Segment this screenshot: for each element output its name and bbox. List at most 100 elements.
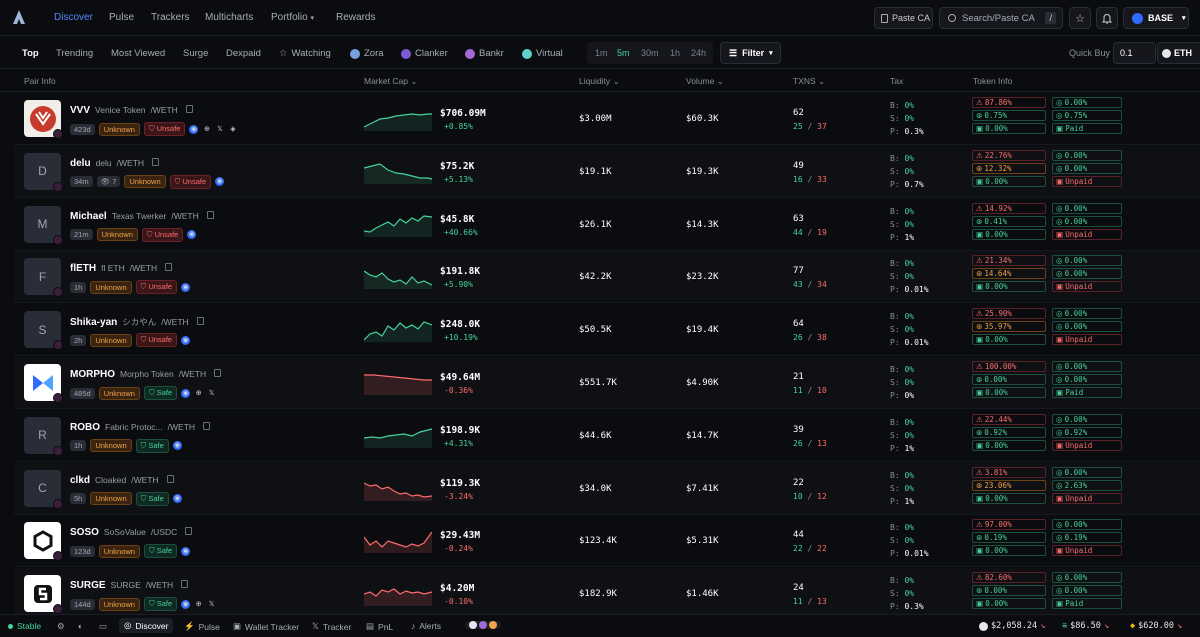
token-info-top10-holders[interactable]: ⚠ 3.81% — [972, 466, 1046, 478]
launchpad-icons[interactable] — [465, 621, 501, 629]
token-info-dex-paid[interactable]: ▣ Unpaid — [1052, 228, 1122, 240]
table-row[interactable]: VVV Venice Token/WETH 423d Unknown ⛉ Unsafe ◉… — [14, 93, 1200, 145]
token-info-bundlers[interactable]: ▣ 0.00% — [972, 598, 1046, 610]
nav-pulse[interactable]: Pulse — [109, 12, 135, 23]
token-info-bundlers[interactable]: ▣ 0.00% — [972, 439, 1046, 451]
sol-price[interactable]: ≡ $86.50 ↘ — [1062, 621, 1109, 631]
token-info-insiders[interactable]: ◎ 0.00% — [1052, 585, 1122, 597]
token-info-dev-holding[interactable]: ◎ 0.00% — [1052, 308, 1122, 320]
paste-ca-button[interactable]: Paste CA — [874, 7, 933, 29]
token-info-dex-paid[interactable]: ▣ Unpaid — [1052, 492, 1122, 504]
scan-icon[interactable]: ◉ — [215, 177, 225, 187]
x-icon[interactable]: 𝕏 — [208, 389, 215, 397]
tab-top[interactable]: Top — [22, 48, 39, 59]
table-row[interactable]: MORPHO Morpho Token/WETH 485d Unknown ⛉ Safe… — [14, 357, 1200, 409]
tab-zora[interactable]: Zora — [350, 48, 384, 59]
token-info-snipers[interactable]: ⊛ 12.32% — [972, 162, 1046, 174]
token-symbol[interactable]: SURGE SURGE/WETH — [70, 580, 189, 591]
token-info-insiders[interactable]: ◎ 0.00% — [1052, 215, 1122, 227]
token-info-dev-holding[interactable]: ◎ 0.00% — [1052, 413, 1122, 425]
copy-icon[interactable] — [185, 527, 193, 536]
token-info-bundlers[interactable]: ▣ 0.00% — [972, 123, 1046, 134]
scan-icon[interactable]: ◉ — [181, 546, 191, 556]
token-info-insiders[interactable]: ◎ 0.00% — [1052, 321, 1122, 333]
token-info-dev-holding[interactable]: ◎ 0.00% — [1052, 97, 1122, 108]
token-info-top10-holders[interactable]: ⚠ 14.92% — [972, 202, 1046, 214]
token-info-insiders[interactable]: ◎ 0.19% — [1052, 532, 1122, 544]
bottom-tab-pulse[interactable]: ⚡ Pulse — [184, 621, 220, 632]
globe-icon[interactable]: ⊕ — [195, 600, 202, 608]
token-info-top10-holders[interactable]: ⚠ 87.86% — [972, 97, 1046, 108]
bottom-tab-alerts[interactable]: ♪ Alerts — [411, 621, 441, 631]
token-info-top10-holders[interactable]: ⚠ 22.44% — [972, 413, 1046, 425]
chain-selector[interactable]: BASE ▾ — [1123, 7, 1189, 29]
token-info-bundlers[interactable]: ▣ 0.00% — [972, 492, 1046, 504]
layout-icon[interactable]: ▭ — [99, 621, 108, 631]
token-info-bundlers[interactable]: ▣ 0.00% — [972, 334, 1046, 346]
token-info-dev-holding[interactable]: ◎ 0.00% — [1052, 361, 1122, 372]
timeframe-5m[interactable]: 5m — [617, 48, 630, 58]
timeframe-1m[interactable]: 1m — [595, 48, 608, 58]
token-info-top10-holders[interactable]: ⚠ 25.90% — [972, 308, 1046, 320]
copy-icon[interactable] — [165, 263, 173, 272]
eth-price[interactable]: $2,058.24 ↘ — [979, 621, 1045, 631]
x-icon[interactable]: 𝕏 — [217, 125, 223, 133]
filter-button[interactable]: ☰ Filter ▾ — [720, 42, 781, 64]
token-symbol[interactable]: Shika-yan シカやん/WETH — [70, 316, 204, 328]
bottom-tab-discover[interactable]: ◎ Discover — [119, 618, 174, 633]
copy-icon[interactable] — [206, 210, 214, 219]
tab-virtual[interactable]: Virtual — [522, 48, 563, 59]
col-txns[interactable]: TXNS ⌄ — [793, 76, 825, 87]
timeframe-1h[interactable]: 1h — [670, 48, 681, 58]
token-info-insiders[interactable]: ◎ 0.00% — [1052, 162, 1122, 174]
token-info-insiders[interactable]: ◎ 0.00% — [1052, 268, 1122, 280]
scan-icon[interactable]: ◉ — [181, 599, 191, 609]
quick-buy-currency[interactable]: ETH — [1157, 42, 1200, 64]
tab-bankr[interactable]: Bankr — [465, 48, 504, 59]
token-info-dex-paid[interactable]: ▣ Unpaid — [1052, 334, 1122, 346]
globe-icon[interactable]: ⊕ — [195, 389, 202, 397]
nav-multicharts[interactable]: Multicharts — [205, 12, 254, 23]
token-info-top10-holders[interactable]: ⚠ 22.76% — [972, 149, 1046, 161]
scan-icon[interactable]: ◉ — [181, 282, 191, 292]
scan-icon[interactable]: ◉ — [172, 441, 182, 451]
token-symbol[interactable]: delu delu/WETH — [70, 157, 160, 169]
token-avatar[interactable] — [24, 364, 61, 401]
copy-icon[interactable] — [166, 474, 174, 483]
token-info-dev-holding[interactable]: ◎ 0.00% — [1052, 149, 1122, 161]
token-info-snipers[interactable]: ⊛ 0.41% — [972, 215, 1046, 227]
token-info-dev-holding[interactable]: ◎ 0.00% — [1052, 255, 1122, 267]
token-info-top10-holders[interactable]: ⚠ 82.60% — [972, 572, 1046, 584]
token-symbol[interactable]: Michael Texas Twerker/WETH — [70, 210, 214, 222]
scan-icon[interactable]: ◉ — [181, 388, 191, 398]
token-symbol[interactable]: clkd Cloaked/WETH — [70, 474, 174, 486]
token-info-snipers[interactable]: ⊛ 35.97% — [972, 321, 1046, 333]
token-info-top10-holders[interactable]: ⚠ 100.00% — [972, 361, 1046, 372]
token-info-snipers[interactable]: ⊛ 0.92% — [972, 426, 1046, 438]
tab-surge[interactable]: Surge — [183, 48, 209, 59]
token-symbol[interactable]: SOSO SoSoValue/USDC — [70, 527, 193, 538]
token-info-top10-holders[interactable]: ⚠ 21.34% — [972, 255, 1046, 267]
token-info-bundlers[interactable]: ▣ 0.00% — [972, 175, 1046, 187]
token-info-insiders[interactable]: ◎ 0.92% — [1052, 426, 1122, 438]
table-row[interactable]: M Michael Texas Twerker/WETH 21m Unknown ⛉ Un… — [14, 199, 1200, 251]
token-info-insiders[interactable]: ◎ 0.75% — [1052, 110, 1122, 121]
bottom-tab-pnl[interactable]: ▤ PnL — [366, 621, 393, 632]
token-symbol[interactable]: VVV Venice Token/WETH — [70, 105, 193, 116]
logo-icon[interactable] — [12, 9, 26, 25]
token-avatar[interactable] — [24, 100, 61, 137]
tab-clanker[interactable]: Clanker — [401, 48, 448, 59]
copy-icon[interactable] — [196, 317, 204, 326]
scan-icon[interactable]: ◉ — [189, 124, 199, 134]
discord-icon[interactable]: ◈ — [230, 125, 236, 133]
token-symbol[interactable]: ROBO Fabric Protoc... /WETH — [70, 421, 211, 433]
globe-icon[interactable]: ⊕ — [204, 125, 210, 133]
tab-watching[interactable]: ☆ Watching — [279, 48, 331, 59]
settings-icon[interactable]: ⚙ — [57, 621, 65, 631]
token-info-bundlers[interactable]: ▣ 0.00% — [972, 228, 1046, 240]
token-symbol[interactable]: flETH fl ETH/WETH — [70, 263, 173, 274]
tab-most-viewed[interactable]: Most Viewed — [111, 48, 166, 59]
search-input[interactable]: Search/Paste CA / — [939, 7, 1063, 29]
